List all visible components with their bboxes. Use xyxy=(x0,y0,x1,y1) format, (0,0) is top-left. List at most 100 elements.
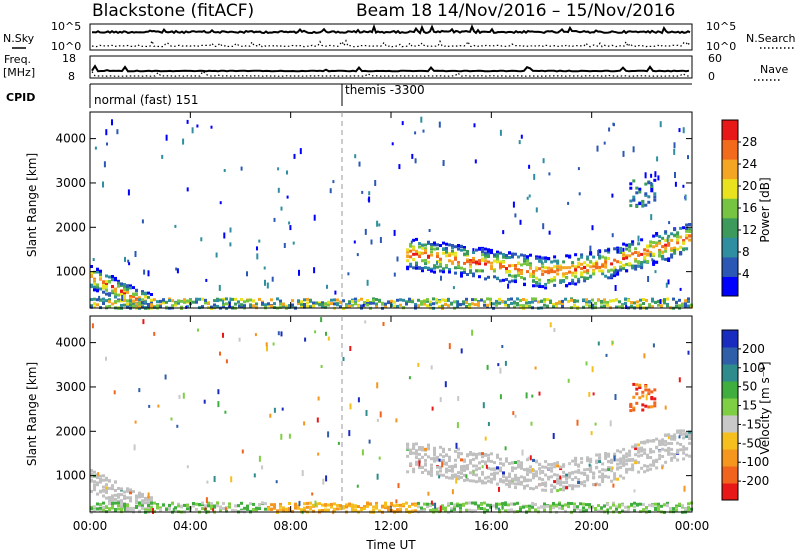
echo-cell xyxy=(649,467,653,471)
echo-cell xyxy=(436,472,439,476)
echo-cell xyxy=(523,254,526,258)
echo-cell xyxy=(634,257,638,261)
echo-cell xyxy=(90,489,93,493)
colorbar-swatch xyxy=(722,398,738,416)
echo-cell xyxy=(442,251,445,255)
echo-cell xyxy=(688,223,692,227)
echo-cell xyxy=(507,503,510,507)
echo-cell xyxy=(502,255,505,259)
echo-cell xyxy=(406,470,410,474)
echo-cell xyxy=(487,458,490,462)
echo-cell xyxy=(102,284,105,288)
echo-cell xyxy=(525,504,528,508)
echo-cell xyxy=(555,304,558,308)
echo-cell xyxy=(486,364,489,370)
echo-cell xyxy=(490,472,493,476)
echo-cell xyxy=(401,121,404,126)
echo-cell xyxy=(637,264,641,268)
echo-cell xyxy=(333,507,336,511)
echo-cell xyxy=(138,305,141,309)
echo-cell xyxy=(595,262,599,266)
echo-cell xyxy=(129,286,132,290)
echo-cell xyxy=(129,296,132,300)
echo-cell xyxy=(597,509,600,513)
echo-cell xyxy=(664,443,668,447)
echo-cell xyxy=(504,509,507,513)
echo-cell xyxy=(439,505,442,512)
echo-cell xyxy=(655,241,659,245)
echo-cell xyxy=(576,505,579,509)
echo-cell xyxy=(329,188,332,194)
echo-cell xyxy=(442,459,445,462)
echo-cell xyxy=(306,501,309,505)
echo-cell xyxy=(357,397,360,403)
echo-cell xyxy=(644,192,648,196)
echo-cell xyxy=(409,264,413,268)
echo-cell xyxy=(108,293,111,297)
echo-cell xyxy=(448,465,451,469)
echo-cell xyxy=(570,298,573,302)
echo-cell xyxy=(205,497,208,504)
echo-cell xyxy=(201,507,204,511)
echo-cell xyxy=(541,265,545,269)
echo-cell xyxy=(288,221,291,225)
echo-cell xyxy=(683,485,686,492)
echo-cell xyxy=(481,481,484,485)
echo-cell xyxy=(111,499,114,503)
echo-cell xyxy=(532,472,535,476)
colorbar-tick-label: 24 xyxy=(742,157,757,171)
echo-cell xyxy=(535,459,538,463)
echo-cell xyxy=(436,243,439,247)
echo-cell xyxy=(666,504,669,508)
echo-cell xyxy=(661,257,665,261)
echo-cell xyxy=(531,394,534,398)
echo-cell xyxy=(588,300,591,304)
echo-cell xyxy=(687,502,690,506)
echo-cell xyxy=(590,431,593,436)
echo-cell xyxy=(504,503,507,507)
echo-cell xyxy=(519,505,522,509)
echo-cell xyxy=(541,269,545,273)
echo-cell xyxy=(641,394,645,398)
echo-cell xyxy=(414,304,417,308)
echo-cell xyxy=(412,238,416,242)
echo-cell xyxy=(114,292,117,296)
echo-cell xyxy=(542,223,545,230)
echo-cell xyxy=(653,397,657,401)
echo-cell xyxy=(225,509,228,513)
echo-cell xyxy=(673,455,677,459)
echo-cell xyxy=(120,487,123,491)
echo-cell xyxy=(153,501,156,505)
echo-cell xyxy=(153,331,156,336)
echo-cell xyxy=(613,258,617,262)
echo-cell xyxy=(487,275,490,279)
echo-cell xyxy=(616,462,620,466)
echo-cell xyxy=(577,265,581,269)
echo-cell xyxy=(289,225,292,231)
echo-cell xyxy=(516,302,519,305)
echo-cell xyxy=(510,301,513,305)
echo-cell xyxy=(93,485,96,489)
echo-cell xyxy=(111,484,114,488)
echo-cell xyxy=(607,250,611,254)
echo-cell xyxy=(650,173,653,178)
echo-cell xyxy=(432,302,435,306)
echo-cell xyxy=(601,462,605,466)
echo-cell xyxy=(423,302,426,306)
echo-cell xyxy=(619,465,623,469)
echo-cell xyxy=(312,304,315,308)
echo-cell xyxy=(270,507,273,511)
echo-cell xyxy=(481,479,484,483)
echo-cell xyxy=(93,509,96,513)
echo-cell xyxy=(102,285,105,289)
echo-cell xyxy=(589,460,593,464)
echo-cell xyxy=(625,459,629,462)
echo-cell xyxy=(501,345,504,348)
echo-cell xyxy=(543,508,546,512)
echo-cell xyxy=(653,195,657,199)
echo-cell xyxy=(679,429,683,433)
echo-cell xyxy=(120,505,123,509)
y-tick-label: 2000 xyxy=(55,220,86,234)
echo-cell xyxy=(597,298,600,302)
echo-cell xyxy=(592,255,596,259)
